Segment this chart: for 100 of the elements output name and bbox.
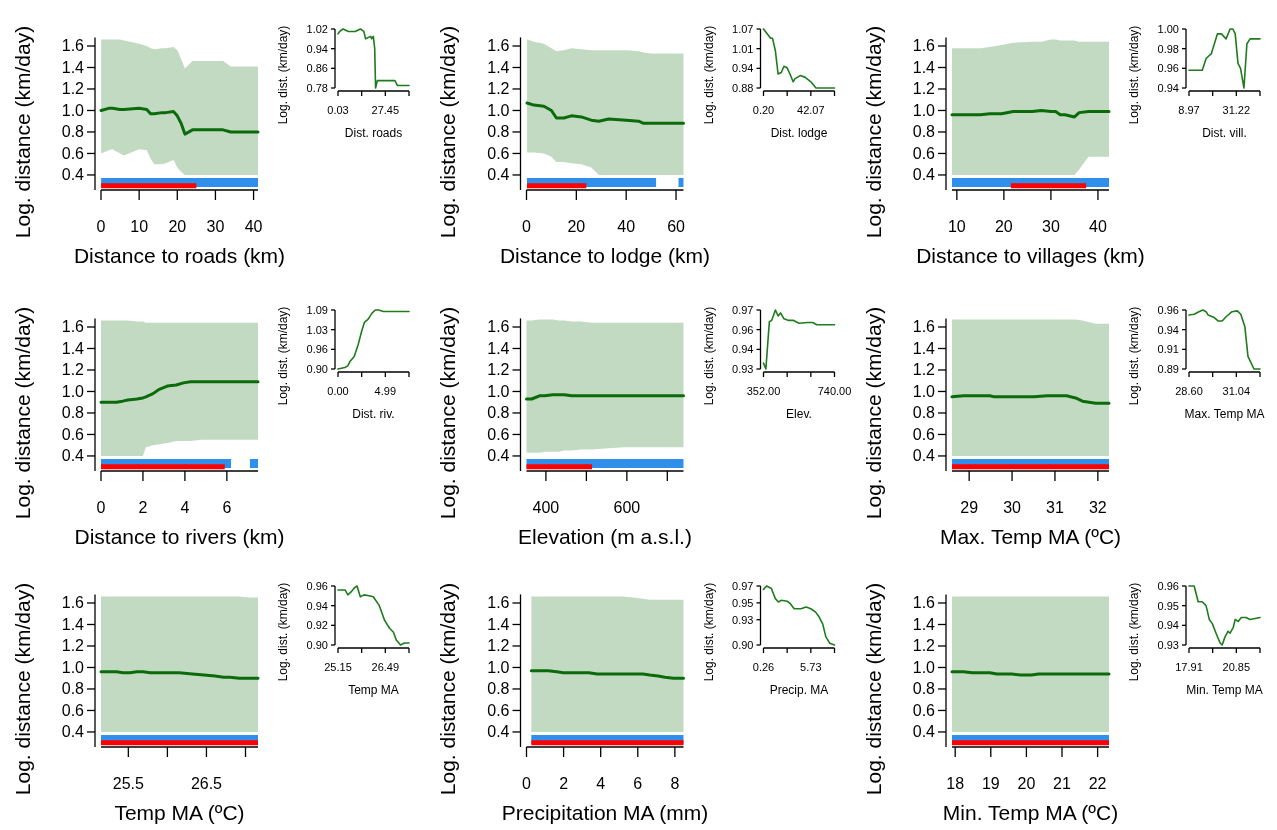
x-axis-title: Distance to lodge (km) [499,244,711,267]
y-tick-label: 0.88 [732,82,754,94]
y-tick-label: 1.4 [912,58,936,76]
y-axis-title: Log. distance (km/day) [436,25,459,239]
x-axis-title: Min. Temp MA (ºC) [942,801,1119,824]
x-tick-label: 29 [960,499,979,516]
x-axis-title: Distance to roads (km) [73,244,286,267]
x-tick-label: 21 [1053,775,1072,792]
x-tick-label: 20 [1017,775,1036,792]
x-tick-label: 17.91 [1175,661,1203,673]
y-tick-label: 0.93 [732,613,754,626]
y-tick-label: 0.8 [487,404,510,422]
x-tick-label: 10 [947,218,966,235]
line-series [525,101,685,125]
y-tick-label: 0.97 [732,580,754,592]
x-axis-title: Precip. MA [769,683,829,697]
y-axis-title: Log. distance (km/day) [861,582,885,796]
y-tick-label: 0.98 [1157,42,1179,55]
x-tick-label: 5.73 [800,661,822,673]
x-tick-label: 20 [168,218,187,235]
x-tick-label: 30 [1003,499,1022,516]
x-axis-title: Dist. vill. [1202,126,1247,140]
line-series [99,670,260,680]
x-tick-label: 0 [522,218,532,235]
y-axis-title: Log. dist. (km/day) [701,25,716,125]
line-series [950,108,1111,119]
x-tick-label: 0.26 [752,661,775,673]
y-tick-label: 1.4 [61,339,85,357]
y-tick-label: 1.6 [487,594,510,612]
y-axis-title: Log. dist. (km/day) [276,306,290,406]
y-tick-label: 1.4 [61,615,85,633]
y-tick-label: 1.4 [487,615,510,633]
y-tick-label: 0.90 [306,363,328,375]
y-tick-label: 0.8 [61,123,85,141]
y-tick-label: 0.96 [1157,580,1179,592]
y-axis-title: Log. distance (km/day) [436,582,459,796]
y-tick-label: 0.86 [306,62,328,75]
x-axis-title: Precipitation MA (mm) [501,801,709,824]
y-tick-label: 0.90 [732,639,754,651]
y-tick-label: 1.03 [306,323,328,336]
y-tick-label: 1.2 [61,637,85,655]
y-tick-label: 0.94 [306,42,328,55]
y-tick-label: 0.92 [306,619,328,632]
x-tick-label: 10 [130,218,149,235]
y-axis-title: Log. dist. (km/day) [1127,306,1141,406]
y-tick-label: 0.94 [1157,82,1179,94]
x-axis-title: Temp MA (ºC) [114,801,245,824]
y-tick-label: 1.6 [61,318,85,336]
y-tick-label: 0.6 [61,701,85,719]
y-tick-label: 0.78 [306,82,328,94]
y-axis-title: Log. dist. (km/day) [276,582,290,682]
x-tick-label: 0 [96,218,106,235]
x-tick-label: 4 [180,499,190,516]
x-tick-label: 400 [532,499,560,516]
y-tick-label: 0.8 [487,680,510,698]
y-tick-label: 0.89 [1157,363,1179,375]
x-tick-label: 20.85 [1222,661,1251,673]
y-tick-label: 1.6 [912,37,936,55]
y-tick-label: 1.2 [912,637,936,655]
x-axis-title: Dist. riv. [352,407,395,421]
x-axis-title: Distance to villages (km) [916,244,1145,267]
x-axis-title: Max. Temp MA [1184,407,1265,421]
x-tick-label: 22 [1088,775,1107,792]
x-tick-label: 600 [613,499,641,516]
y-tick-label: 1.4 [61,58,85,76]
x-tick-label: 352.00 [746,385,781,397]
y-tick-label: 0.94 [306,599,328,612]
y-tick-label: 1.6 [61,594,85,612]
y-axis-title: Log. dist. (km/day) [1127,582,1141,682]
y-tick-label: 1.0 [61,658,85,676]
y-tick-label: 1.6 [487,37,510,55]
y-tick-label: 0.91 [1157,343,1179,356]
x-tick-label: 26.5 [190,775,223,792]
y-tick-label: 0.4 [912,447,936,465]
x-axis-title: Distance to rivers (km) [74,525,285,548]
x-tick-label: 27.45 [371,104,400,116]
x-tick-label: 30 [1042,218,1060,235]
y-tick-label: 1.02 [306,23,328,35]
y-tick-label: 0.4 [61,723,85,741]
y-tick-label: 0.94 [1157,619,1179,632]
y-tick-label: 0.8 [61,680,85,698]
x-tick-label: 8.97 [1178,104,1200,116]
y-tick-label: 1.0 [912,658,936,676]
y-tick-label: 1.4 [487,339,510,357]
x-tick-label: 0.03 [327,104,349,116]
x-axis-title: Dist. lodge [770,126,828,140]
y-tick-label: 1.0 [61,101,85,119]
y-tick-label: 0.90 [306,639,328,651]
x-axis-title: Max. Temp MA (ºC) [939,525,1122,548]
y-tick-label: 0.93 [732,363,754,375]
y-tick-label: 1.09 [306,304,328,316]
y-tick-label: 0.6 [487,144,510,162]
x-tick-label: 4.99 [374,385,397,397]
y-tick-label: 0.97 [732,304,754,316]
y-tick-label: 0.96 [1157,62,1179,75]
y-axis-title: Log. dist. (km/day) [701,582,716,682]
x-tick-label: 40 [1089,218,1107,235]
x-tick-label: 60 [667,218,686,235]
y-tick-label: 1.2 [487,637,510,655]
y-tick-label: 0.95 [1157,599,1179,612]
